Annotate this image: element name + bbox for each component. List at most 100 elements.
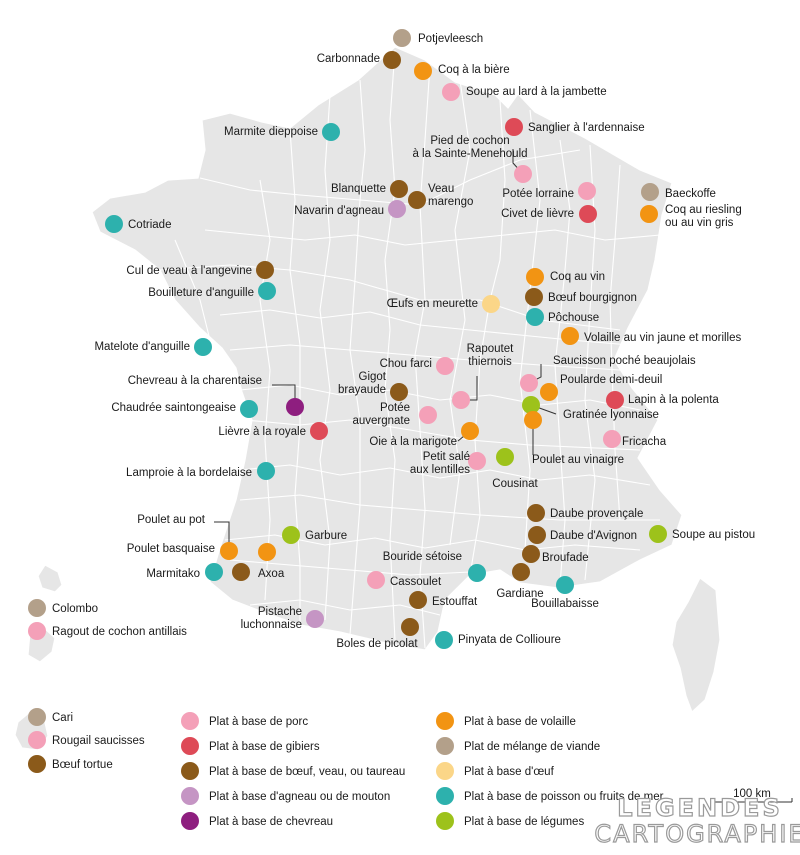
dish-marker: Fricacha bbox=[603, 430, 667, 448]
department-border bbox=[239, 464, 651, 486]
dish-marker: Rapoutet thiernois bbox=[452, 343, 514, 409]
dish-label-line-2: marengo bbox=[428, 196, 473, 208]
dish-label: Coq à la bière bbox=[438, 64, 510, 76]
dish-dot bbox=[257, 462, 275, 480]
dish-marker: Lièvre à la royale bbox=[218, 422, 328, 440]
dish-dot bbox=[512, 563, 530, 581]
dish-marker: Cousinat bbox=[492, 448, 538, 490]
dish-dot bbox=[640, 205, 658, 223]
dish-dot bbox=[606, 391, 624, 409]
overseas-marker: Colombo bbox=[28, 599, 98, 617]
dish-dot bbox=[310, 422, 328, 440]
dish-label: Petit salé aux lentilles bbox=[410, 451, 470, 476]
scale-label: 100 km bbox=[733, 788, 771, 800]
dish-label: Bouillabaisse bbox=[531, 598, 599, 610]
dish-marker: Gigot brayaude bbox=[338, 371, 408, 401]
dish-dot bbox=[322, 123, 340, 141]
dish-marker: Marmitako bbox=[146, 563, 223, 581]
overseas-label: Bœuf tortue bbox=[52, 759, 113, 771]
dish-marker: Cotriade bbox=[105, 215, 171, 233]
dish-marker: Daube d'Avignon bbox=[528, 526, 637, 544]
department-border bbox=[349, 79, 366, 636]
legend-label: Plat à base de volaille bbox=[464, 716, 576, 728]
dish-marker: Potée auvergnate bbox=[352, 402, 437, 427]
dish-label: Cousinat bbox=[492, 478, 538, 490]
dish-label-line-2: luchonnaise bbox=[241, 619, 302, 631]
dish-marker: Veau marengo bbox=[408, 183, 473, 209]
overseas-label: Cari bbox=[52, 712, 73, 724]
dish-label: Broufade bbox=[542, 552, 589, 564]
dish-label: Cul de veau à l'angevine bbox=[126, 265, 252, 277]
legend-swatch bbox=[181, 712, 199, 730]
dish-dot bbox=[388, 200, 406, 218]
dish-label-line-2: à la Sainte-Menehould bbox=[412, 148, 527, 160]
overseas-marker: Ragout de cochon antillais bbox=[28, 622, 187, 640]
dish-marker: Poulet basquaise bbox=[127, 543, 276, 561]
overseas-dot bbox=[28, 755, 46, 773]
dish-label: Pôchouse bbox=[548, 312, 599, 324]
dish-label: Œufs en meurette bbox=[387, 298, 478, 310]
dish-dot bbox=[194, 338, 212, 356]
overseas-marker: Cari bbox=[28, 708, 73, 726]
legend-item: Plat à base de légumes bbox=[436, 812, 584, 830]
dish-dot bbox=[556, 576, 574, 594]
dish-label: Sanglier à l'ardennaise bbox=[528, 122, 645, 134]
dish-marker: Chevreau à la charentaise bbox=[128, 375, 304, 416]
legend-label: Plat à base de porc bbox=[209, 716, 308, 728]
dish-dot bbox=[240, 400, 258, 418]
dish-marker: Chaudrée saintongeaise bbox=[111, 400, 258, 418]
dish-marker: Garbure bbox=[282, 526, 347, 544]
dish-marker: Volaille au vin jaune et morilles bbox=[561, 327, 742, 345]
dish-dot bbox=[205, 563, 223, 581]
dish-label: Marmitako bbox=[146, 568, 200, 580]
dish-label: Chevreau à la charentaise bbox=[128, 375, 262, 387]
dish-label: Axoa bbox=[258, 568, 285, 580]
dish-label: Boles de picolat bbox=[336, 638, 418, 650]
dish-marker: Bœuf bourgignon bbox=[525, 288, 637, 306]
dish-marker: Bouillabaisse bbox=[531, 576, 599, 610]
dish-dot bbox=[578, 182, 596, 200]
dish-label: Coq au riesling ou au vin gris bbox=[665, 204, 742, 229]
overseas-dot bbox=[28, 708, 46, 726]
dish-dot bbox=[220, 542, 238, 560]
overseas-markers: Colombo Ragout de cochon antillais Cari Rou… bbox=[28, 599, 187, 773]
dish-label-line-1: Gigot bbox=[359, 371, 387, 383]
dish-marker: Gardiane bbox=[496, 563, 544, 600]
dish-marker: Coq à la bière bbox=[414, 62, 510, 80]
dish-label: Cassoulet bbox=[390, 576, 442, 588]
dish-marker: Civet de lièvre bbox=[501, 205, 597, 223]
dish-label-line-1: Coq au riesling bbox=[665, 204, 742, 216]
legend-label: Plat à base d'agneau ou de mouton bbox=[209, 791, 390, 803]
dish-marker: Pôchouse bbox=[526, 308, 599, 326]
dish-label: Bouilleture d'anguille bbox=[148, 287, 254, 299]
dish-dot bbox=[505, 118, 523, 136]
legend-item: Plat à base de gibiers bbox=[181, 737, 320, 755]
dish-dot bbox=[527, 504, 545, 522]
dish-marker: Blanquette bbox=[331, 180, 408, 198]
dish-dot bbox=[232, 563, 250, 581]
dish-label: Carbonnade bbox=[317, 53, 380, 65]
dish-marker: Petit salé aux lentilles bbox=[410, 451, 486, 476]
dish-dot bbox=[256, 261, 274, 279]
dish-label: Volaille au vin jaune et morilles bbox=[584, 332, 742, 344]
dish-label: Lamproie à la bordelaise bbox=[126, 467, 252, 479]
department-border bbox=[469, 99, 506, 576]
dish-label-line-1: Rapoutet bbox=[467, 343, 514, 355]
dish-dot bbox=[408, 191, 426, 209]
dish-markers: Potjevleesch Carbonnade Coq à la bière Soup… bbox=[94, 29, 755, 650]
dish-marker: Cassoulet bbox=[367, 571, 442, 589]
dish-marker: Axoa bbox=[232, 563, 285, 581]
france-mainland bbox=[91, 46, 683, 651]
dish-label-line-2: aux lentilles bbox=[410, 464, 470, 476]
dish-label: Matelote d'anguille bbox=[94, 341, 190, 353]
dish-label-line-2: ou au vin gris bbox=[665, 217, 734, 229]
legend-swatch bbox=[436, 787, 454, 805]
dish-label: Civet de lièvre bbox=[501, 208, 574, 220]
dish-dot bbox=[442, 83, 460, 101]
department-border bbox=[229, 559, 471, 576]
department-border bbox=[249, 599, 441, 616]
dish-dot bbox=[524, 411, 542, 429]
dish-dot bbox=[561, 327, 579, 345]
department-border bbox=[319, 94, 331, 621]
